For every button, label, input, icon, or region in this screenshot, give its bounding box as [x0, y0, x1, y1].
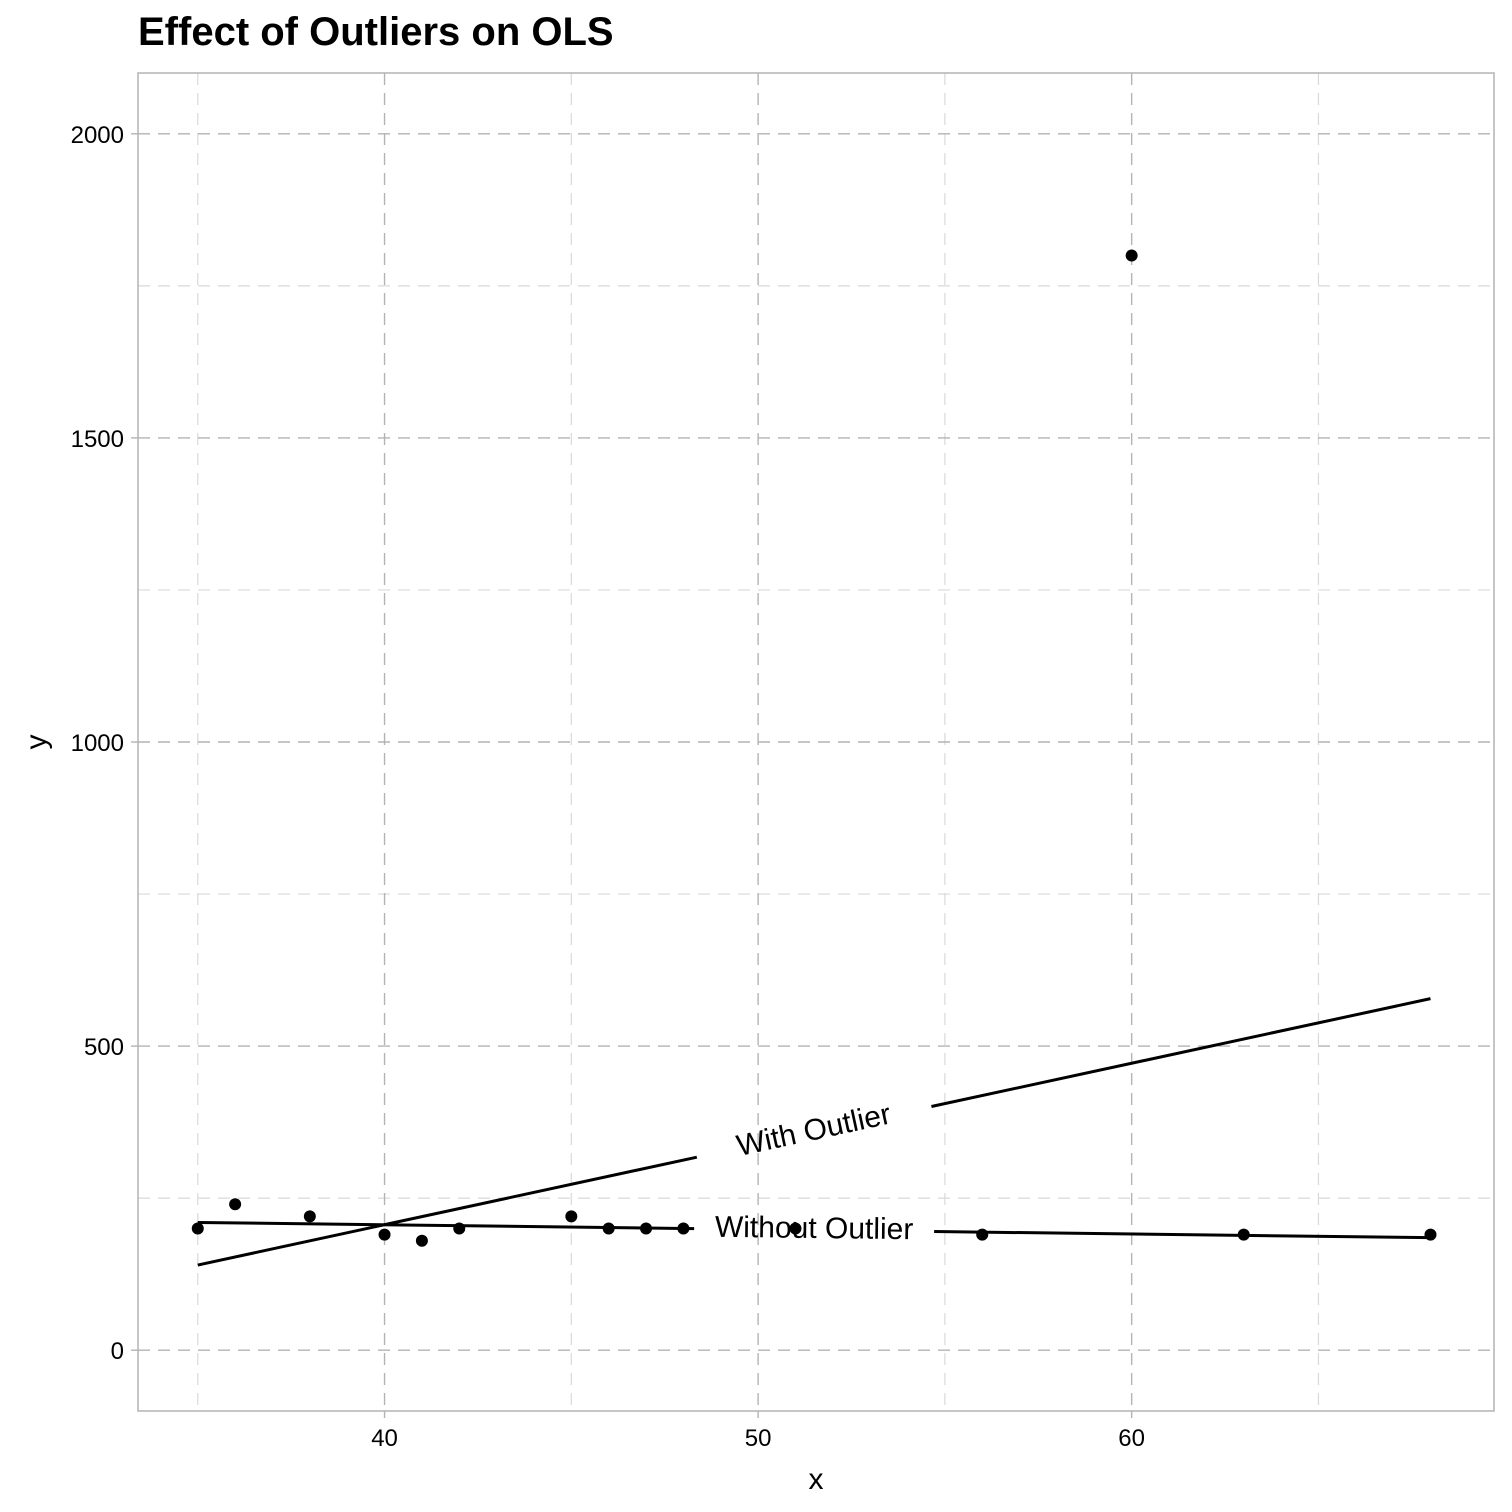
data-point — [1237, 1228, 1250, 1241]
y-tick-label: 500 — [84, 1034, 124, 1061]
data-point — [565, 1210, 578, 1223]
regression-line-label: Without Outlier — [715, 1211, 914, 1246]
axis-ticks: 40 50 60 0 500 1000 1500 2000 — [71, 122, 1145, 1452]
x-axis-label: x — [809, 1463, 824, 1496]
data-points — [191, 249, 1437, 1247]
data-point — [415, 1234, 428, 1247]
regression-line-segment — [197, 1220, 695, 1231]
data-point — [640, 1222, 653, 1235]
y-axis-label: y — [20, 735, 53, 750]
data-point — [378, 1228, 391, 1241]
y-tick-label: 1500 — [71, 426, 124, 453]
data-point — [453, 1222, 466, 1235]
data-point — [677, 1222, 690, 1235]
y-tick-label: 0 — [111, 1338, 124, 1365]
y-tick-label: 2000 — [71, 122, 124, 149]
data-point — [789, 1222, 802, 1235]
x-tick-label: 50 — [745, 1425, 772, 1452]
x-tick-label: 60 — [1118, 1425, 1145, 1452]
regression-line-segment — [931, 997, 1431, 1108]
chart-title: Effect of Outliers on OLS — [138, 10, 614, 54]
data-point — [1125, 249, 1138, 262]
regression-line-segment — [197, 1155, 698, 1267]
data-point — [976, 1228, 989, 1241]
x-tick-label: 40 — [371, 1425, 398, 1452]
data-point — [602, 1222, 615, 1235]
data-point — [191, 1222, 204, 1235]
y-tick-label: 1000 — [71, 730, 124, 757]
grid-lines — [138, 73, 1494, 1411]
data-point — [1424, 1228, 1437, 1241]
regression-line-label: With Outlier — [734, 1098, 894, 1163]
data-point — [303, 1210, 316, 1223]
regression-lines: With Outlier Without Outlier — [197, 997, 1431, 1267]
regression-line-segment — [934, 1230, 1431, 1240]
data-point — [229, 1198, 242, 1211]
